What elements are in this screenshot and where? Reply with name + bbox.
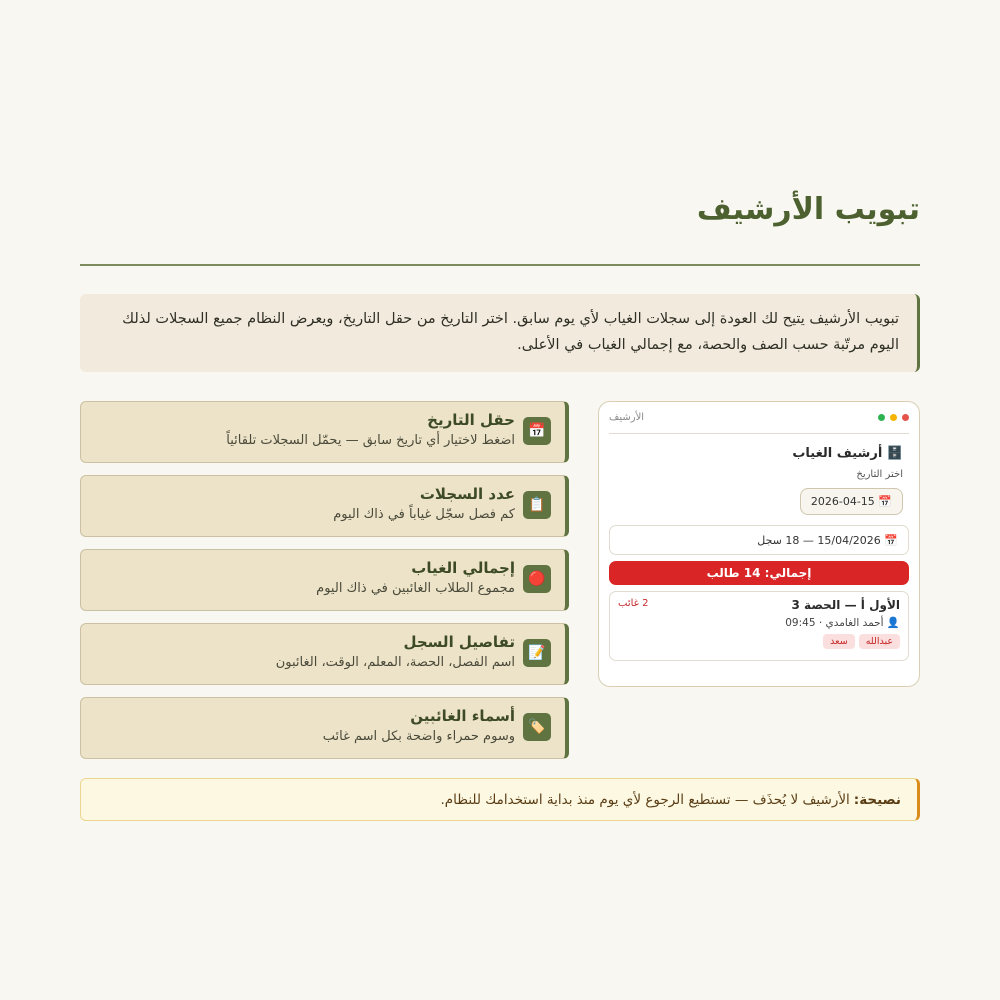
feature-desc: اضغط لاختيار أي تاريخ سابق — يحمّل السجل… (226, 433, 515, 448)
close-dot-icon[interactable] (902, 414, 909, 421)
page-title: تبويب الأرشيف (696, 192, 920, 227)
absentee-tag: سعد (823, 634, 855, 649)
record-card: الأول أ — الحصة 3 2 غائب 👤 أحمد الغامدي … (609, 591, 909, 661)
window-controls (878, 414, 909, 421)
feature-card: 📅 حقل التاريخ اضغط لاختيار أي تاريخ سابق —… (80, 401, 569, 463)
window-title: الأرشيف (609, 412, 645, 423)
tip-text: الأرشيف لا يُحذَف — تستطيع الرجوع لأي يو… (440, 791, 850, 808)
maximize-dot-icon[interactable] (878, 414, 885, 421)
feature-desc: كم فصل سجّل غياباً في ذاك اليوم (333, 507, 515, 522)
tip-box: نصيحة: الأرشيف لا يُحذَف — تستطيع الرجوع… (80, 778, 920, 821)
feature-card: 🏷️ أسماء الغائبين وسوم حمراء واضحة بكل اسم… (80, 697, 569, 759)
feature-desc: اسم الفصل، الحصة، المعلم، الوقت، الغائبو… (275, 655, 515, 670)
feature-desc: مجموع الطلاب الغائبين في ذاك اليوم (316, 581, 515, 596)
feature-title: حقل التاريخ (427, 411, 515, 429)
tag-icon: 🏷️ (523, 713, 551, 741)
minimize-dot-icon[interactable] (890, 414, 897, 421)
archive-heading: 🗄️ أرشيف الغياب (792, 446, 903, 461)
date-input[interactable]: 📅 2026-04-15 (799, 488, 903, 515)
feature-title: أسماء الغائبين (410, 707, 515, 725)
tip-label: نصيحة: (853, 791, 901, 808)
feature-desc: وسوم حمراء واضحة بكل اسم غائب (322, 729, 515, 744)
record-title: الأول أ — الحصة 3 (791, 598, 900, 612)
app-preview-window: الأرشيف 🗄️ أرشيف الغياب اختر التاريخ 📅 2… (598, 401, 920, 687)
feature-title: تفاصيل السجل (403, 633, 515, 651)
records-summary: 📅 15/04/2026 — 18 سجل (609, 525, 909, 555)
clipboard-icon: 📋 (523, 491, 551, 519)
memo-icon: 📝 (523, 639, 551, 667)
feature-title: عدد السجلات (419, 485, 515, 503)
feature-card: 📝 تفاصيل السجل اسم الفصل، الحصة، المعلم، ا… (80, 623, 569, 685)
divider (80, 264, 920, 266)
feature-title: إجمالي الغياب (411, 559, 515, 577)
intro-box: تبويب الأرشيف يتيح لك العودة إلى سجلات ا… (80, 294, 920, 372)
feature-card: 📋 عدد السجلات كم فصل سجّل غياباً في ذاك ال… (80, 475, 569, 537)
date-label: اختر التاريخ (856, 469, 903, 480)
calendar-icon: 📅 (523, 417, 551, 445)
teacher-time: 👤 أحمد الغامدي · 09:45 (785, 617, 900, 629)
feature-card: 🔴 إجمالي الغياب مجموع الطلاب الغائبين في ذ… (80, 549, 569, 611)
window-titlebar: الأرشيف (609, 402, 909, 434)
feature-list: 📅 حقل التاريخ اضغط لاختيار أي تاريخ سابق —… (80, 401, 569, 771)
absent-count: 2 غائب (618, 598, 649, 609)
red-circle-icon: 🔴 (523, 565, 551, 593)
total-absence-badge: إجمالي: 14 طالب (609, 561, 909, 585)
absentee-tag: عبدالله (858, 634, 900, 649)
